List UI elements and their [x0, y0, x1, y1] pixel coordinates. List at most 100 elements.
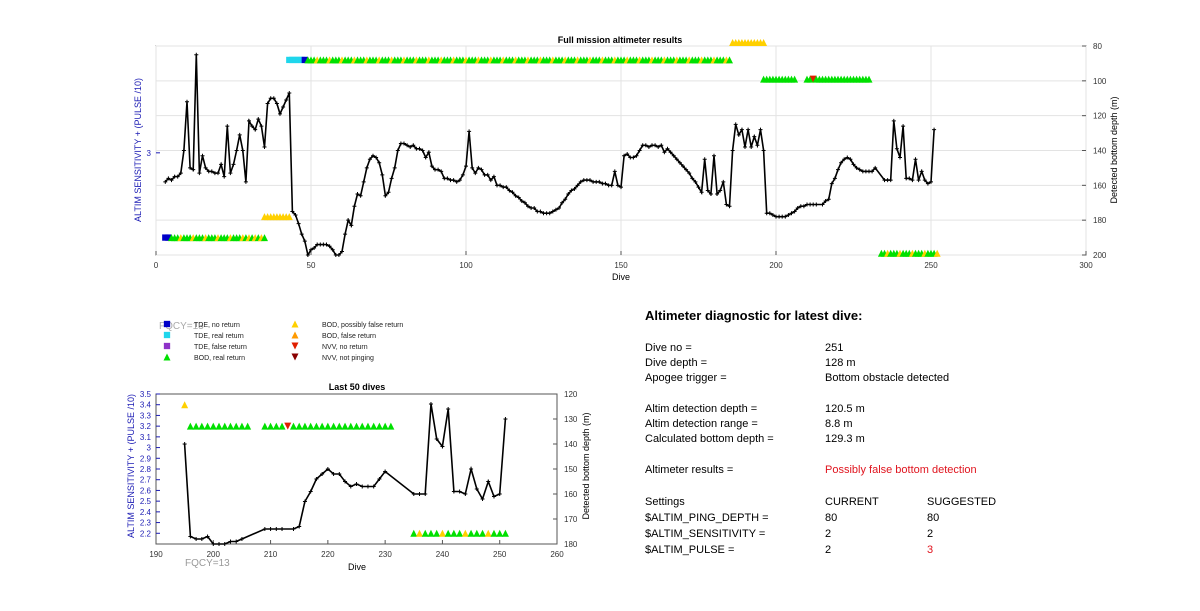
data-point — [578, 179, 583, 184]
data-point — [284, 97, 289, 102]
data-point — [181, 148, 186, 153]
data-point — [464, 164, 468, 169]
data-point — [408, 145, 413, 150]
marker-bod-real-return — [215, 422, 223, 430]
marker-tde-no-return — [165, 234, 172, 241]
row-early-mid — [261, 213, 293, 221]
data-point — [491, 494, 496, 499]
right-y-axis: 80 100 120 140 160 180 200 — [1082, 42, 1107, 260]
data-point — [857, 167, 862, 172]
data-point — [687, 171, 692, 176]
marker-bod-real-return — [341, 422, 349, 430]
x-axis: 190 200 210 220 230 240 250 260 — [149, 540, 564, 559]
data-point — [454, 179, 459, 184]
data-point — [898, 155, 902, 160]
left-y-tick-label: 2.8 — [140, 465, 152, 474]
data-point — [281, 104, 286, 109]
legend-item: BOD, real return — [163, 353, 245, 362]
data-point — [603, 181, 608, 186]
data-point — [497, 492, 502, 496]
data-point — [428, 402, 433, 406]
marker-bod-possibly-false-return — [461, 529, 469, 537]
diagnostic-title: Altimeter diagnostic for latest dive: — [645, 308, 863, 323]
data-point — [312, 246, 317, 251]
data-point — [163, 179, 168, 184]
marker-bod-real-return — [726, 56, 733, 64]
data-point — [231, 162, 236, 167]
data-point — [619, 185, 623, 190]
legend-item: NVV, not pinging — [291, 353, 374, 362]
data-point — [888, 178, 893, 183]
data-point — [783, 214, 788, 219]
data-point — [718, 188, 723, 193]
data-point — [268, 527, 273, 531]
data-point — [256, 117, 261, 122]
altim-depth-label: Altim detection depth = — [645, 403, 758, 415]
left-y-tick-label: 2.9 — [140, 454, 152, 463]
data-point — [659, 143, 664, 148]
data-point — [259, 124, 264, 129]
data-point — [222, 542, 227, 546]
data-point — [299, 232, 304, 237]
dive-depth-label: Dive depth = — [645, 357, 708, 369]
data-point — [743, 145, 747, 150]
data-point — [426, 150, 431, 155]
small-row-top — [181, 401, 189, 409]
left-y-tick-label: 3.5 — [140, 390, 152, 399]
marker-bod-possibly-false-return — [181, 401, 189, 409]
data-point — [169, 178, 174, 183]
calc-depth-label: Calculated bottom depth = — [645, 433, 774, 445]
data-point — [839, 160, 844, 165]
data-point — [671, 153, 676, 158]
left-y-tick-label: 3.2 — [140, 422, 152, 431]
right-y-tick-label: 200 — [1093, 251, 1107, 260]
x-axis-label: Dive — [612, 272, 630, 282]
data-point — [730, 148, 735, 153]
dive-no-value: 251 — [825, 342, 844, 354]
right-y-tick-label: 170 — [564, 515, 578, 524]
data-point — [211, 542, 216, 546]
data-point — [314, 477, 319, 481]
data-point — [352, 204, 357, 209]
left-y-axis: 2.22.3 2.4 2.5 2.62.7 2.8 2.93 3.1 3.2 3.33.4 3.5 — [140, 390, 160, 538]
marker-bod-real-return — [364, 422, 372, 430]
data-point — [185, 99, 189, 104]
data-point — [507, 188, 512, 193]
data-point — [361, 179, 366, 184]
data-point — [343, 232, 348, 237]
data-point — [219, 162, 224, 167]
data-point — [901, 124, 906, 129]
marker-bod-real-return — [192, 422, 200, 430]
row-mid-top — [286, 56, 733, 64]
results-value: Possibly false bottom detection — [825, 464, 977, 476]
data-point — [761, 148, 766, 153]
data-point — [377, 160, 382, 165]
data-point — [203, 165, 208, 170]
right-y-tick-label: 140 — [564, 440, 578, 449]
data-point — [420, 148, 425, 153]
data-point — [291, 527, 296, 531]
data-point — [693, 179, 698, 184]
left-y-tick-label: 3 — [147, 149, 152, 158]
data-point — [612, 169, 617, 174]
data-point — [488, 178, 493, 183]
legend-symbol-tde-false-return — [163, 342, 171, 350]
dive-depth-value: 128 m — [825, 357, 856, 369]
data-point — [457, 489, 462, 494]
data-point — [197, 171, 202, 176]
ping-depth-current: 80 — [825, 512, 838, 524]
results-label: Altimeter results = — [645, 464, 734, 476]
marker-bod-real-return — [410, 529, 418, 537]
data-point — [178, 171, 183, 176]
data-point — [446, 407, 451, 411]
data-point — [789, 211, 794, 216]
data-point — [280, 527, 285, 531]
legend-symbol-bod-false-return — [291, 331, 299, 339]
sensitivity-current: 2 — [825, 528, 832, 540]
full-mission-chart: Full mission altimeter results 0 50 100 150… — [133, 35, 1119, 282]
data-point — [324, 242, 329, 247]
data-point — [848, 157, 853, 162]
x-tick-label: 100 — [459, 261, 473, 270]
marker-bod-real-return — [791, 75, 799, 83]
data-point — [690, 176, 695, 181]
